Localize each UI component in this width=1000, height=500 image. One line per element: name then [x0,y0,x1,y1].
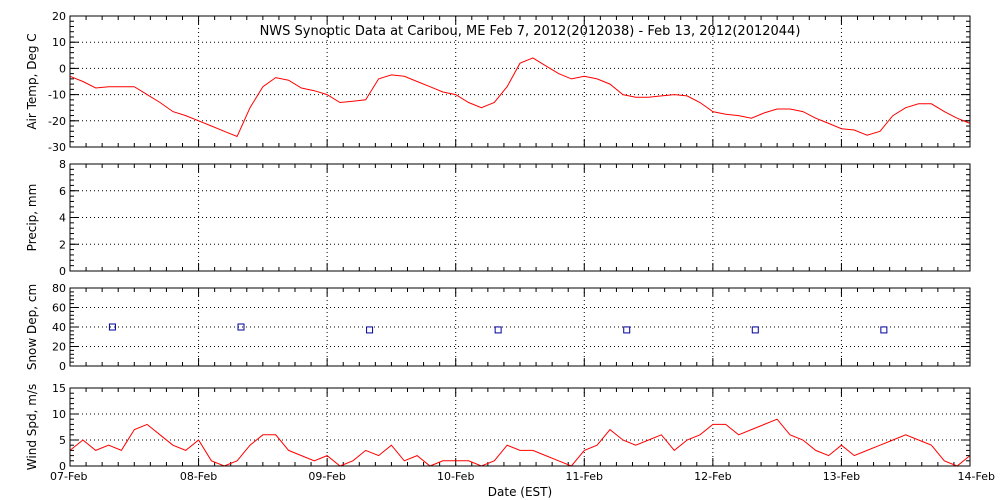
snow-depth-point [880,326,888,334]
y-tick-label: 2 [59,238,66,251]
y-tick-label: 20 [52,341,66,354]
y-tick-label: 6 [59,185,66,198]
y-tick-label: 40 [52,321,66,334]
x-axis-label: Date (EST) [488,485,552,499]
y-tick-label: 4 [59,212,66,225]
snow-depth-point [751,326,759,334]
snow-depth-point [237,323,245,331]
y-tick-label: 80 [52,282,66,295]
y-tick-label: 0 [59,460,66,473]
y-tick-label: 20 [52,10,66,23]
y-tick-label: 60 [52,302,66,315]
panel-frame [69,287,971,367]
x-tick-label: 11-Feb [566,470,603,483]
y-axis-label-precip: Precip, mm [25,184,39,252]
y-tick-label: -30 [48,141,66,154]
x-tick-label: 12-Feb [694,470,731,483]
panel-snow: 80 60 40 20 0 Snow Dep, cm [25,282,971,373]
snow-depth-point [494,326,502,334]
snow-depth-point [366,326,374,334]
y-tick-label: 0 [59,265,66,278]
y-axis-label-snow: Snow Dep, cm [25,284,39,370]
chart-title: NWS Synoptic Data at Caribou, ME Feb 7, … [260,24,801,39]
panel-precip: 8 6 4 2 0 Precip, mm [25,158,971,278]
y-tick-label: 5 [59,434,66,447]
wind-series-line [69,418,971,467]
y-tick-label: 10 [52,36,66,49]
x-tick-label: 09-Feb [308,470,345,483]
y-tick-label: 0 [59,62,66,75]
panel-wind: 15 10 5 0 Wind Spd, m/s [25,382,971,473]
y-axis-label-temp: Air Temp, Deg C [25,33,39,129]
y-tick-label: -10 [48,89,66,102]
temp-series-line [69,57,971,138]
panel-frame [69,15,971,148]
y-tick-label: -20 [48,115,66,128]
panel-temp: 20 10 0 -10 -20 -30 Air Temp, Deg C [25,10,971,154]
snow-depth-point [108,323,116,331]
panel-frame [69,163,971,272]
y-tick-label: 10 [52,408,66,421]
x-tick-label: 07-Feb [50,470,87,483]
x-tick-label: 10-Feb [437,470,474,483]
x-tick-label: 13-Feb [823,470,860,483]
y-axis-label-wind: Wind Spd, m/s [25,384,39,470]
x-tick-label: 14-Feb [958,470,995,483]
x-tick-label: 08-Feb [180,470,217,483]
y-tick-label: 15 [52,382,66,395]
y-tick-label: 8 [59,158,66,171]
panel-frame [69,387,971,467]
snow-depth-point [623,326,631,334]
y-tick-label: 0 [59,360,66,373]
